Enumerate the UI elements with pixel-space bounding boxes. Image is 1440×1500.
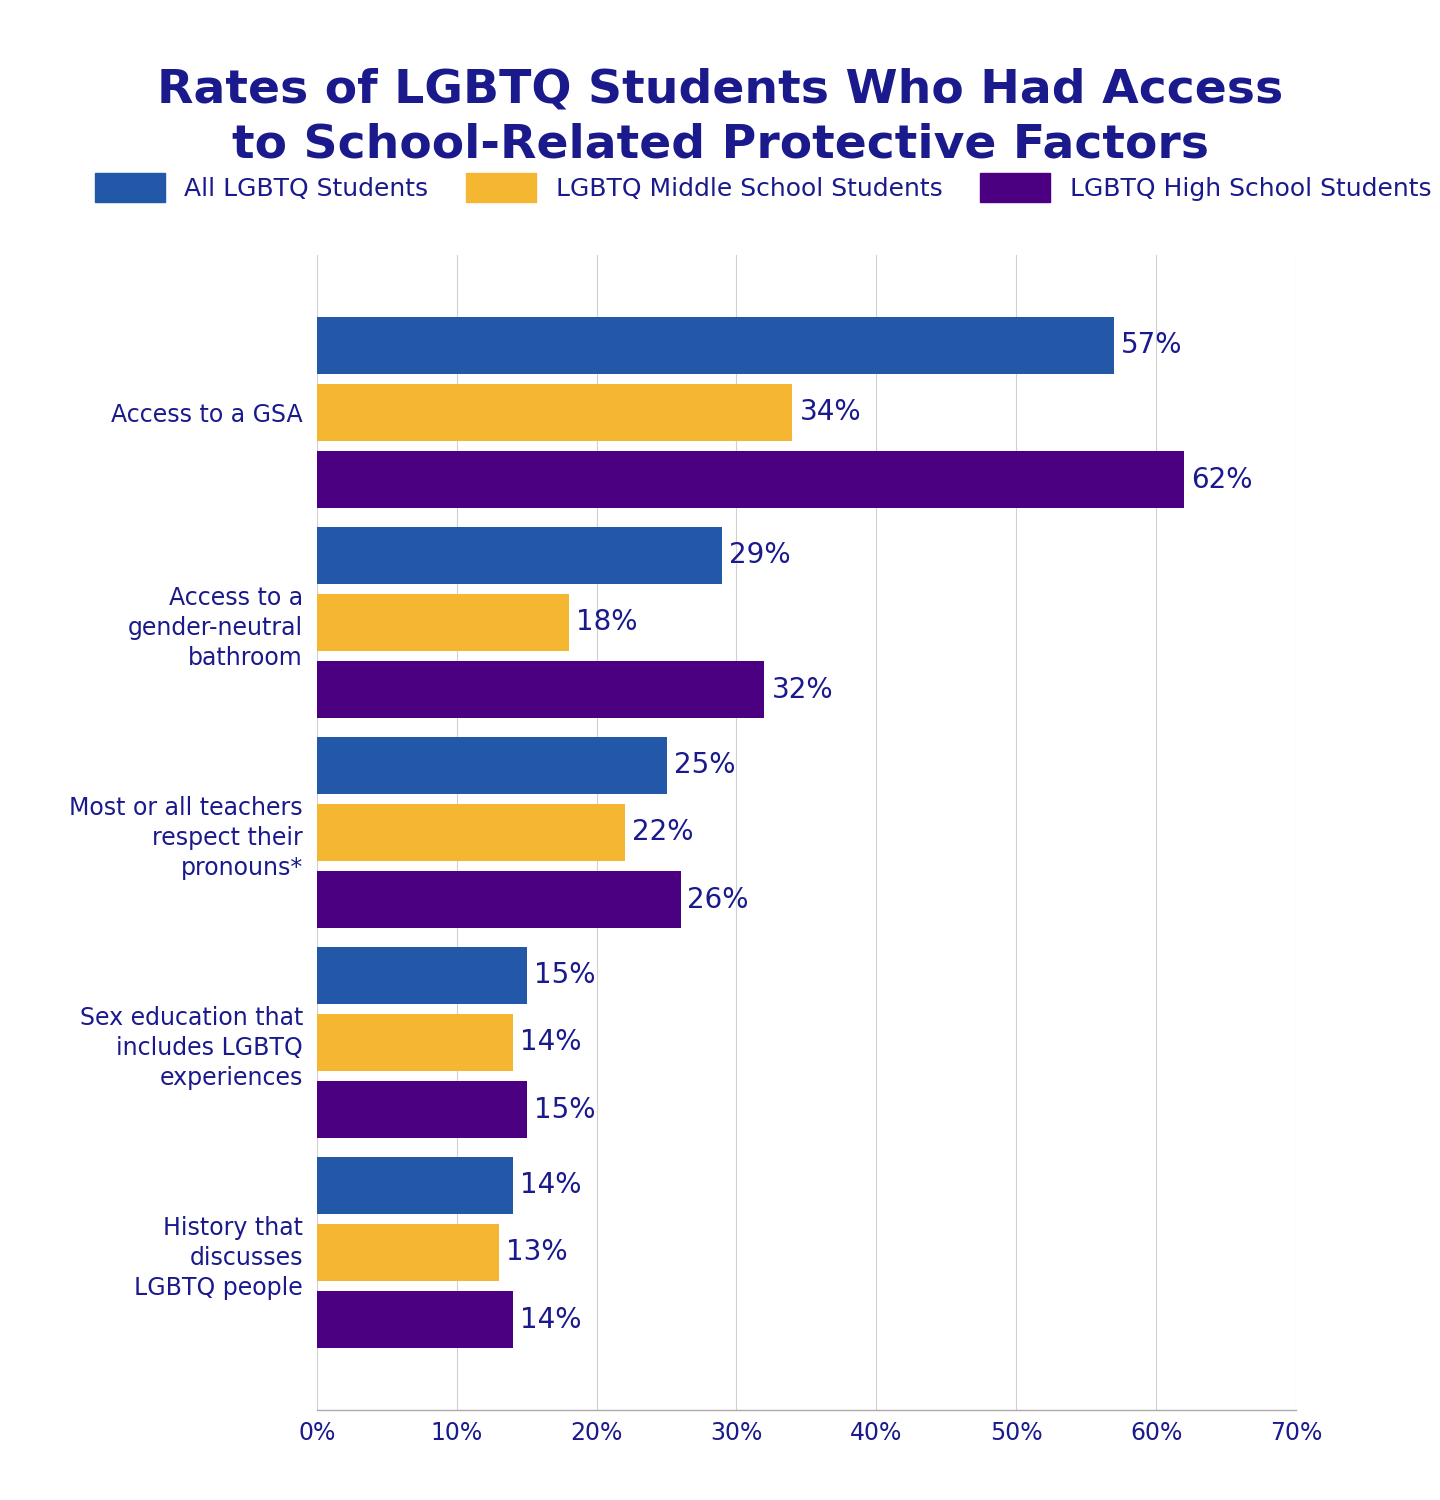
Bar [317, 384, 792, 441]
Text: 62%: 62% [1191, 465, 1253, 494]
Text: 22%: 22% [632, 819, 693, 846]
Text: 25%: 25% [674, 752, 734, 780]
Bar [317, 736, 667, 794]
Text: 29%: 29% [730, 542, 791, 570]
Text: Rates of LGBTQ Students Who Had Access
to School-Related Protective Factors: Rates of LGBTQ Students Who Had Access t… [157, 68, 1283, 168]
Text: 13%: 13% [505, 1239, 567, 1266]
Bar [317, 804, 625, 861]
Bar [317, 1292, 513, 1348]
Text: 57%: 57% [1122, 332, 1182, 360]
Text: 14%: 14% [520, 1305, 582, 1334]
Text: 14%: 14% [520, 1029, 582, 1056]
Text: 26%: 26% [687, 885, 749, 914]
Bar [317, 526, 723, 584]
Bar [317, 594, 569, 651]
Bar [317, 871, 681, 928]
Text: 18%: 18% [576, 609, 636, 636]
Bar [317, 452, 1184, 509]
Text: 15%: 15% [534, 962, 595, 990]
Bar [317, 1224, 498, 1281]
Text: 34%: 34% [799, 399, 861, 426]
Bar [317, 1082, 527, 1138]
Bar [317, 316, 1115, 374]
Bar [317, 946, 527, 1004]
Text: 15%: 15% [534, 1095, 595, 1124]
Text: 14%: 14% [520, 1172, 582, 1200]
Bar [317, 1156, 513, 1214]
Bar [317, 1014, 513, 1071]
Legend: All LGBTQ Students, LGBTQ Middle School Students, LGBTQ High School Students: All LGBTQ Students, LGBTQ Middle School … [85, 164, 1440, 211]
Text: 32%: 32% [772, 675, 834, 704]
Bar [317, 662, 765, 718]
